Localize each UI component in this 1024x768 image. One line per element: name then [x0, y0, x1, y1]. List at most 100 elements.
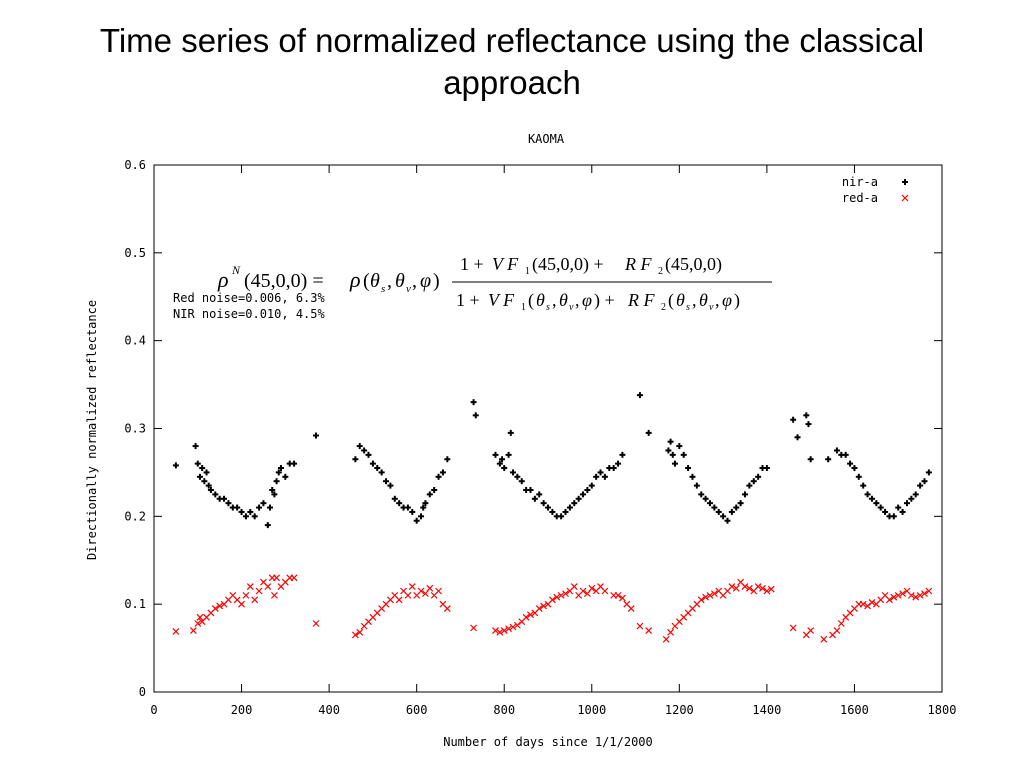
nir-point [509, 469, 516, 476]
red-point [404, 591, 412, 599]
nir-point [868, 495, 875, 502]
red-point [408, 583, 416, 591]
svg-text:1: 1 [521, 302, 526, 313]
svg-text:,: , [575, 290, 580, 310]
red-point [562, 590, 569, 598]
nir-point [903, 500, 910, 507]
y-tick-label: 0.4 [124, 334, 146, 348]
red-point [618, 594, 626, 602]
nir-point [851, 465, 858, 472]
svg-text:N: N [231, 263, 241, 277]
red-point [505, 625, 513, 633]
nir-point [439, 469, 446, 476]
nir-point [501, 465, 508, 472]
nir-point [282, 473, 289, 480]
red-point [522, 613, 530, 621]
svg-text:(: ( [363, 270, 370, 292]
red-point [246, 583, 254, 591]
x-tick-label: 1400 [752, 703, 781, 717]
red-point [627, 605, 635, 612]
nir-point [575, 495, 582, 502]
nir-point [615, 460, 622, 467]
y-axis-label: Directionally normalized reflectance [85, 300, 99, 560]
nir-point [422, 500, 429, 507]
red-point [697, 596, 705, 604]
nir-point [706, 500, 713, 507]
svg-text:φ: φ [582, 290, 592, 310]
svg-text:(45,0,0) +: (45,0,0) + [532, 254, 604, 275]
red-point [763, 587, 771, 595]
svg-text:(45,0,0): (45,0,0) [665, 254, 722, 275]
nir-point [593, 473, 600, 480]
nir-point [755, 473, 762, 480]
red-point [894, 591, 902, 599]
nir-point [531, 495, 538, 502]
nir-point [242, 513, 249, 520]
nir-point [201, 478, 208, 485]
red-point [833, 627, 841, 634]
nir-point [680, 451, 687, 458]
nir-point [251, 513, 258, 520]
y-tick-label: 0.2 [124, 509, 146, 523]
y-tick-label: 0.6 [124, 158, 146, 172]
red-point [706, 591, 714, 599]
nir-point [636, 392, 643, 399]
nir-point [566, 504, 573, 511]
nir-point [895, 504, 902, 511]
nir-point [825, 456, 832, 463]
nir-point [507, 429, 514, 436]
red-point [527, 611, 534, 619]
red-point [290, 574, 298, 582]
nir-point [790, 416, 797, 423]
svg-text:θ: θ [559, 290, 568, 310]
nir-point [205, 482, 212, 489]
red-point [492, 627, 499, 634]
svg-text:2: 2 [661, 302, 666, 313]
y-tick-label: 0.1 [124, 597, 146, 611]
red-point [500, 627, 508, 634]
svg-text:v: v [709, 302, 714, 313]
red-point [242, 591, 250, 599]
red-point [912, 593, 920, 601]
nir-point [518, 478, 525, 485]
red-point [417, 587, 425, 595]
x-tick-label: 1800 [928, 703, 957, 717]
red-point [662, 635, 670, 643]
nir-point [172, 462, 179, 469]
red-point [540, 602, 548, 610]
red-point [890, 593, 898, 601]
nir-point [917, 482, 924, 489]
nir-point [444, 456, 451, 463]
nir-point [203, 469, 210, 476]
nir-point [890, 513, 897, 520]
legend-marker-nir [902, 179, 908, 185]
red-point [886, 596, 893, 604]
svg-text:s: s [546, 302, 550, 313]
nir-point [247, 508, 254, 515]
nir-point [312, 432, 319, 439]
red-point [509, 623, 517, 631]
svg-text:θ: θ [536, 290, 545, 310]
nir-point [685, 465, 692, 472]
nir-point [597, 469, 604, 476]
x-tick-label: 400 [318, 703, 340, 717]
x-tick-label: 800 [493, 703, 515, 717]
nir-point [225, 500, 232, 507]
nir-point [212, 491, 219, 498]
red-point [395, 596, 403, 604]
x-tick-label: 200 [231, 703, 253, 717]
nir-point [908, 495, 915, 502]
nir-point [667, 438, 674, 445]
nir-point [794, 434, 801, 441]
nir-point [361, 447, 368, 454]
red-point [194, 620, 202, 627]
svg-text:ρ: ρ [349, 267, 361, 292]
red-point [273, 574, 281, 582]
nir-point [921, 478, 928, 485]
nir-point [562, 508, 569, 515]
red-point [789, 624, 797, 632]
nir-point [234, 504, 241, 511]
nir-point [882, 508, 889, 515]
legend-label-nir: nir-a [842, 175, 878, 189]
nir-point [584, 486, 591, 493]
